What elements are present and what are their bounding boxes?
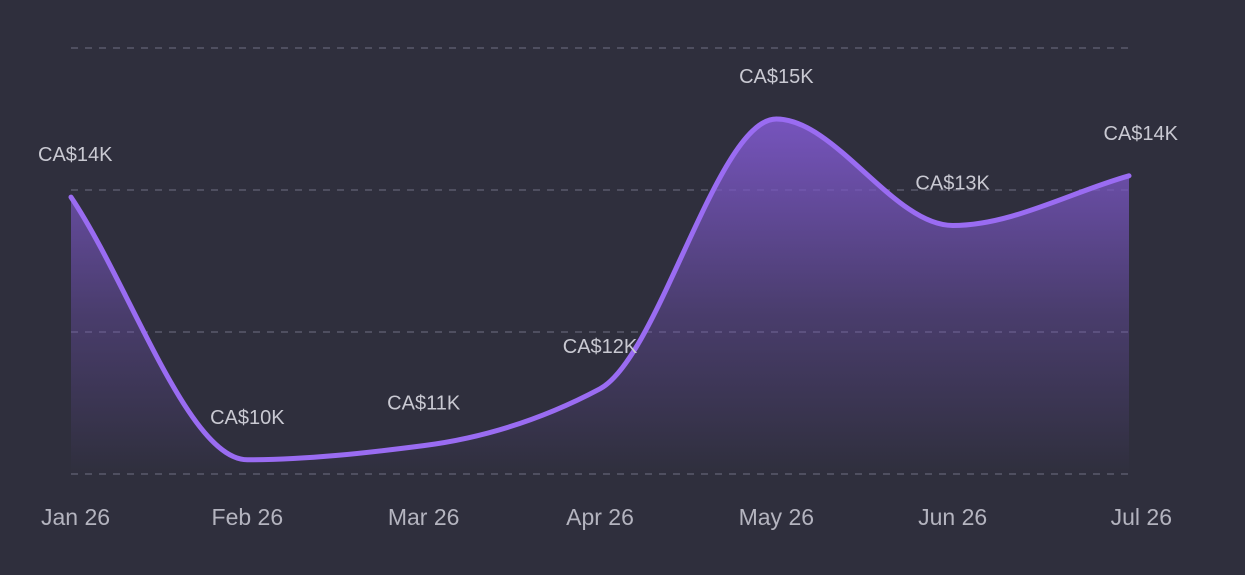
data-label: CA$14K [1104, 123, 1179, 145]
data-label: CA$11K [387, 393, 461, 415]
x-tick-label: May 26 [739, 504, 814, 530]
x-tick-label: Mar 26 [388, 504, 460, 530]
data-label: CA$12K [563, 336, 638, 358]
data-label: CA$13K [915, 173, 990, 195]
data-label: CA$10K [210, 407, 285, 429]
x-tick-label: Jan 26 [41, 504, 110, 530]
x-tick-label: Jul 26 [1111, 504, 1172, 530]
area-fill [71, 119, 1129, 474]
x-axis-tick-labels: Jan 26 Feb 26 Mar 26 Apr 26 May 26 Jun 26 Jul … [41, 504, 1172, 530]
x-tick-label: Apr 26 [566, 504, 634, 530]
x-tick-label: Jun 26 [918, 504, 987, 530]
data-labels: CA$14K CA$10K CA$11K CA$12K CA$15K CA$13K CA$1… [38, 66, 1179, 429]
x-tick-label: Feb 26 [212, 504, 284, 530]
data-label: CA$15K [739, 66, 814, 88]
data-label: CA$14K [38, 144, 113, 166]
series-line [68, 116, 1132, 463]
